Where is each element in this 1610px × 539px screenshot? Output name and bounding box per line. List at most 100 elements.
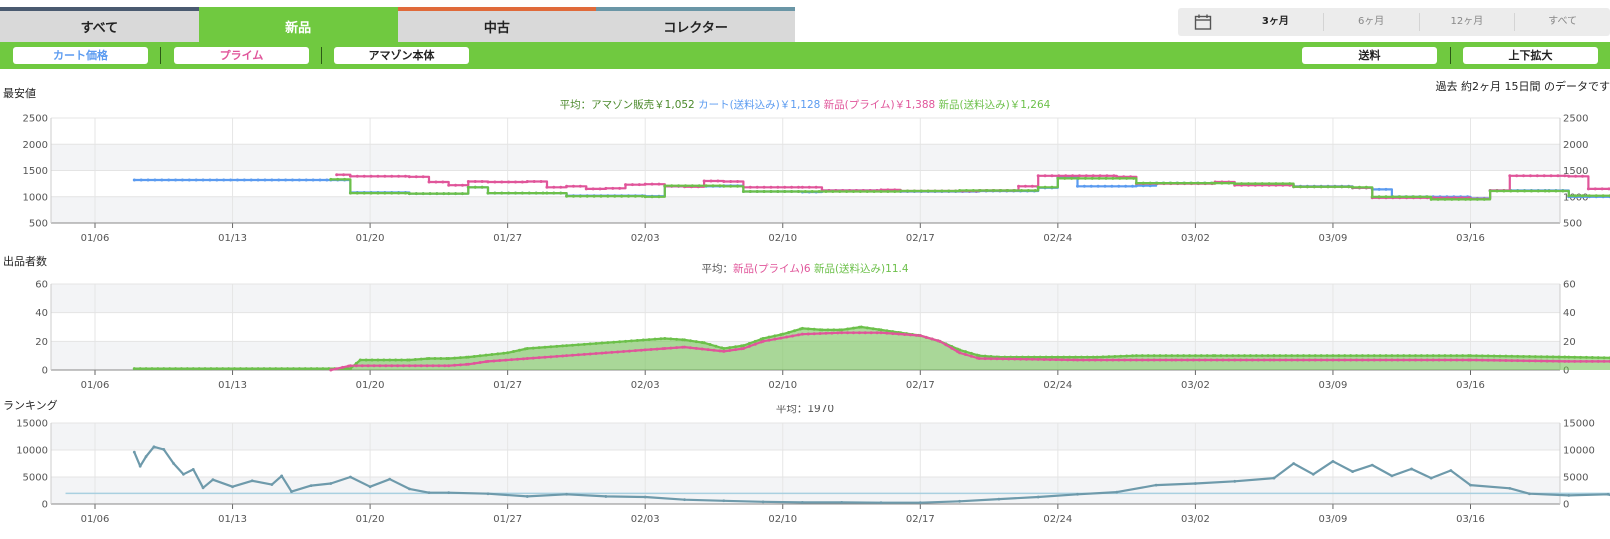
data-point xyxy=(1606,492,1610,496)
tab-new[interactable]: 新品 xyxy=(198,7,398,42)
data-point xyxy=(824,190,828,193)
data-point xyxy=(643,495,647,499)
data-point xyxy=(1070,176,1074,180)
data-point xyxy=(1436,197,1440,201)
data-point xyxy=(576,353,580,357)
data-point xyxy=(1413,358,1417,362)
calendar-icon[interactable] xyxy=(1178,14,1228,30)
data-point xyxy=(1319,358,1323,362)
data-point xyxy=(836,331,840,335)
data-point xyxy=(1488,189,1492,193)
grid-band xyxy=(51,423,1560,450)
data-point xyxy=(263,178,267,182)
data-point xyxy=(722,349,726,353)
data-point xyxy=(421,175,425,179)
toggle-shipping[interactable]: 送料 xyxy=(1302,47,1437,64)
data-point xyxy=(1007,357,1011,361)
data-point xyxy=(1020,355,1024,359)
y-tick-label-left: 60 xyxy=(35,280,48,291)
range-3m[interactable]: 3ヶ月 xyxy=(1261,16,1289,27)
data-point xyxy=(270,178,274,182)
data-point xyxy=(1219,354,1223,358)
data-point xyxy=(1154,483,1158,487)
data-point xyxy=(229,178,233,182)
data-point xyxy=(565,354,569,358)
toggle-vertical-zoom[interactable]: 上下拡大 xyxy=(1463,47,1598,64)
data-point xyxy=(1398,195,1402,199)
data-point xyxy=(1141,181,1145,185)
data-point xyxy=(1567,359,1571,363)
data-point xyxy=(167,178,171,182)
series-line xyxy=(330,177,1610,201)
data-point xyxy=(1527,359,1531,363)
data-point xyxy=(1107,355,1111,359)
data-point xyxy=(1502,189,1506,193)
tab-used[interactable]: 中古 xyxy=(397,7,597,42)
range-6m[interactable]: 6ヶ月 xyxy=(1322,13,1419,31)
data-point xyxy=(1402,358,1406,362)
data-point xyxy=(1060,358,1064,362)
tab-all[interactable]: すべて xyxy=(0,7,199,42)
data-point xyxy=(964,188,968,192)
data-point xyxy=(466,355,470,359)
data-point xyxy=(1539,355,1543,359)
data-point xyxy=(640,194,644,198)
data-point xyxy=(1091,174,1095,178)
data-point xyxy=(783,185,787,189)
data-point xyxy=(1498,354,1502,358)
data-point xyxy=(372,364,376,368)
data-point xyxy=(1469,197,1472,201)
data-point xyxy=(1486,358,1490,362)
data-point xyxy=(748,190,752,193)
data-point xyxy=(1384,354,1388,358)
data-point xyxy=(561,354,565,358)
data-point xyxy=(1567,174,1571,178)
y-tick-label-left: 40 xyxy=(35,308,48,319)
tab-collector[interactable]: コレクター xyxy=(596,7,795,42)
data-point xyxy=(1083,176,1087,180)
toggle-cart-price[interactable]: カート価格 xyxy=(13,47,148,64)
data-point xyxy=(714,344,718,348)
data-point xyxy=(403,191,407,195)
range-12m[interactable]: 12ヶ月 xyxy=(1418,13,1515,31)
data-point xyxy=(747,344,751,348)
data-point xyxy=(168,367,172,371)
data-point xyxy=(270,483,274,486)
data-point xyxy=(1036,185,1040,189)
data-point xyxy=(879,501,883,505)
data-point xyxy=(879,328,883,332)
data-point xyxy=(800,326,804,330)
data-point xyxy=(1129,358,1133,362)
data-point xyxy=(643,348,647,352)
data-point xyxy=(1325,358,1329,362)
data-point xyxy=(1596,356,1600,360)
data-point xyxy=(537,356,541,360)
data-point xyxy=(388,358,392,362)
data-point xyxy=(1084,174,1088,178)
data-point xyxy=(1125,354,1129,358)
data-point xyxy=(1469,358,1472,362)
data-point xyxy=(1225,354,1229,358)
data-point xyxy=(1377,187,1381,191)
data-point xyxy=(663,347,667,350)
data-point xyxy=(769,185,773,189)
data-point xyxy=(688,339,692,343)
data-point xyxy=(1331,354,1335,358)
data-point xyxy=(460,183,464,187)
data-point xyxy=(633,349,637,353)
data-point xyxy=(1402,354,1406,358)
y-tick-label-left: 0 xyxy=(42,500,48,511)
data-point xyxy=(604,495,608,498)
data-point xyxy=(244,367,248,371)
data-point xyxy=(514,191,518,195)
data-point xyxy=(683,184,687,188)
data-point xyxy=(1203,358,1207,362)
toggle-prime[interactable]: プライム xyxy=(174,47,309,64)
data-point xyxy=(318,178,322,182)
data-point xyxy=(1188,354,1192,358)
data-point xyxy=(132,178,136,182)
range-all[interactable]: すべて xyxy=(1514,13,1610,31)
toggle-amazon[interactable]: アマゾン本体 xyxy=(334,47,469,64)
data-point xyxy=(1074,355,1078,359)
data-point xyxy=(1104,176,1108,180)
